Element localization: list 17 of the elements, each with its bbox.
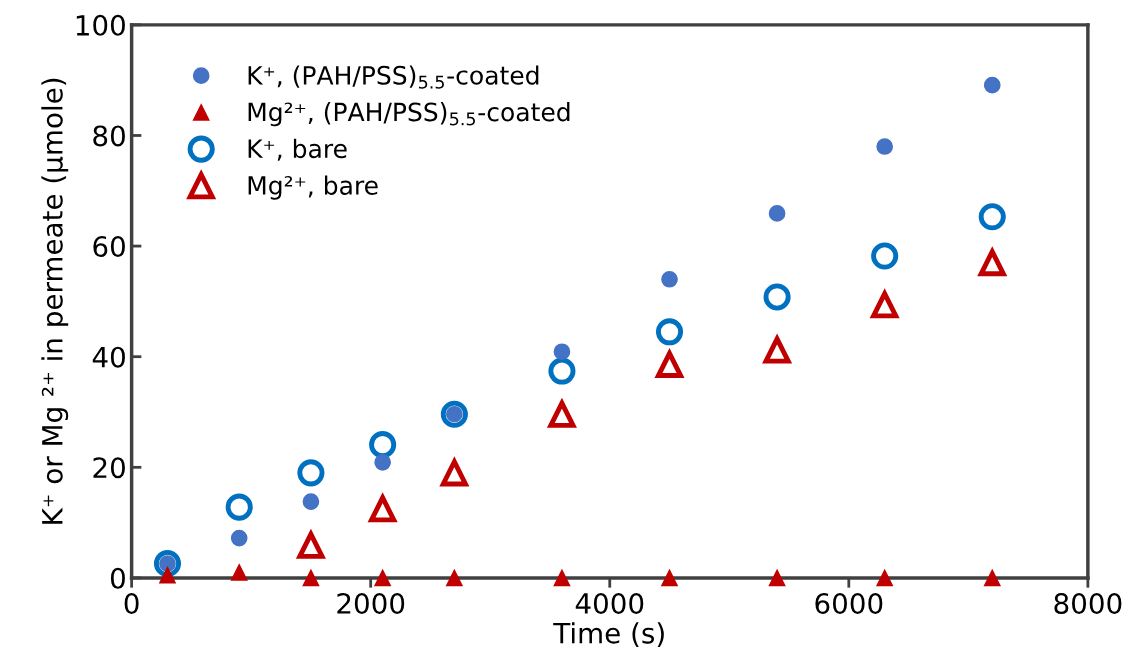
x-tick-label: 4000 <box>575 592 644 615</box>
y-tick-label: 0 <box>110 567 125 589</box>
y-tick-label: 20 <box>93 457 125 479</box>
legend-label: Mg²⁺, (PAH/PSS)$_{5.5}$-coated <box>248 102 570 127</box>
legend-label: K⁺, bare <box>248 138 347 161</box>
y-axis-title: K⁺ or Mg ²⁺ in permeate (µmole) <box>41 78 69 524</box>
x-axis-title: Time (s) <box>553 622 664 647</box>
legend-label: Mg²⁺, bare <box>248 175 378 200</box>
x-tick-label: 8000 <box>1054 592 1122 615</box>
x-tick-label: 6000 <box>815 592 883 615</box>
y-tick-label: 100 <box>76 14 125 36</box>
y-tick-label: 60 <box>93 236 125 258</box>
y-tick-label: 80 <box>93 125 125 147</box>
y-tick-label: 40 <box>92 346 125 368</box>
x-tick-label: 0 <box>124 592 139 615</box>
legend-label: K⁺, (PAH/PSS)$_{5.5}$-coated <box>248 65 539 89</box>
x-tick-label: 2000 <box>337 592 405 615</box>
